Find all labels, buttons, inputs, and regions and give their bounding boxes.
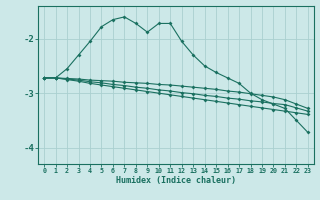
X-axis label: Humidex (Indice chaleur): Humidex (Indice chaleur) bbox=[116, 176, 236, 185]
